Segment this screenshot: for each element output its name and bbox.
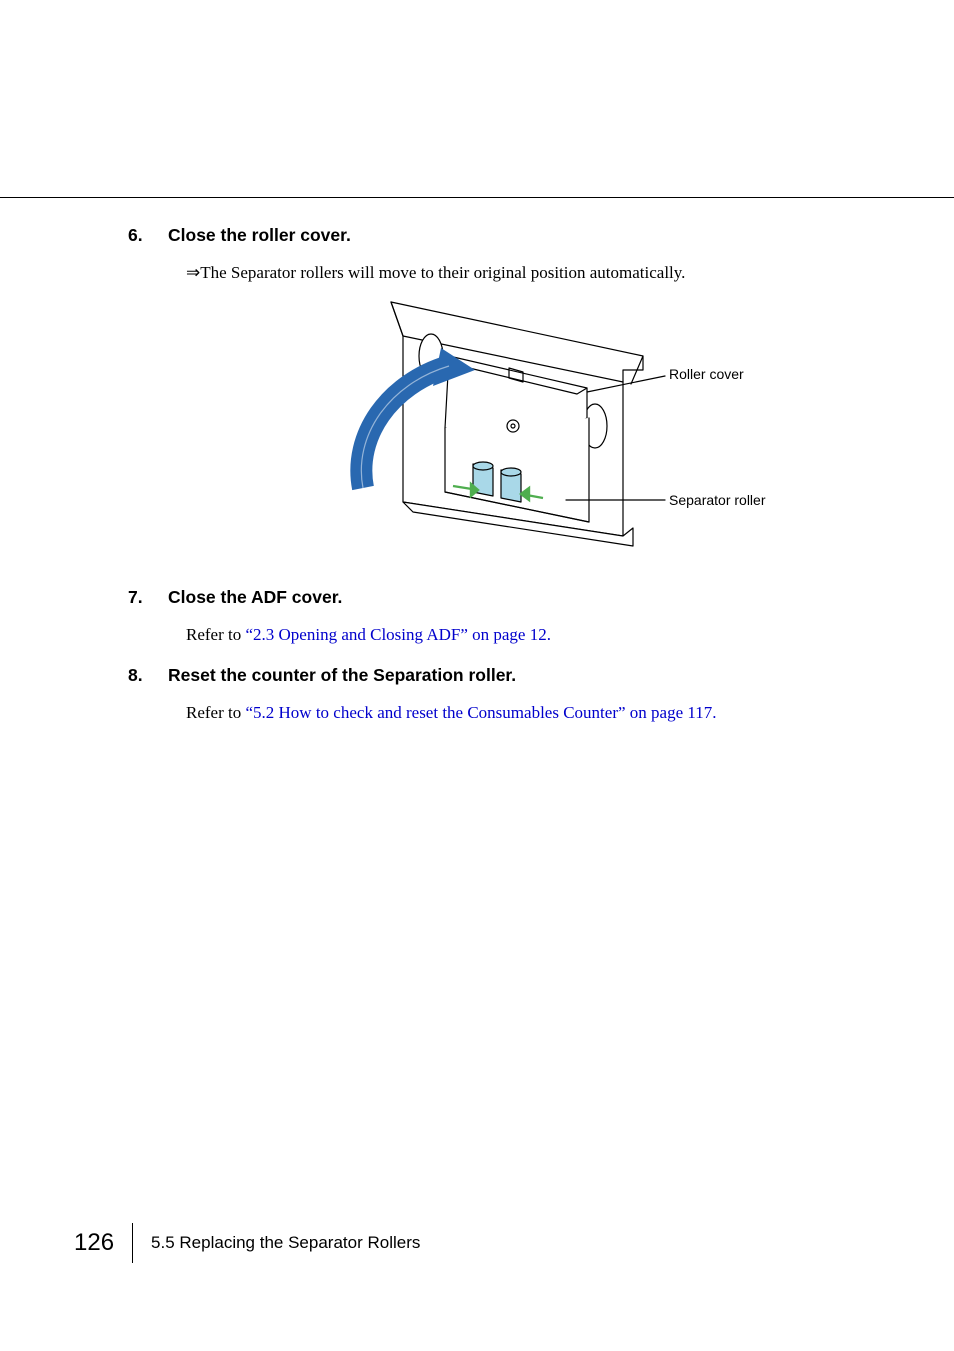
page-footer: 126 5.5 Replacing the Separator Rollers bbox=[74, 1223, 420, 1263]
content-area: 6. Close the roller cover. ⇒The Separato… bbox=[128, 225, 888, 744]
page-number: 126 bbox=[74, 1229, 132, 1257]
diagram-container: Roller cover Separator roller bbox=[128, 296, 888, 561]
step-6-body-text: The Separator rollers will move to their… bbox=[200, 263, 685, 282]
step-8-header: 8. Reset the counter of the Separation r… bbox=[128, 665, 888, 686]
header-rule bbox=[0, 197, 954, 198]
step-7-header: 7. Close the ADF cover. bbox=[128, 587, 888, 608]
step-8: 8. Reset the counter of the Separation r… bbox=[128, 665, 888, 726]
step-6-header: 6. Close the roller cover. bbox=[128, 225, 888, 246]
step-6: 6. Close the roller cover. ⇒The Separato… bbox=[128, 225, 888, 561]
step-7-title: Close the ADF cover. bbox=[168, 587, 888, 608]
footer-section-title: 5.5 Replacing the Separator Rollers bbox=[151, 1233, 420, 1253]
diagram-svg bbox=[293, 296, 723, 556]
roller-cover-diagram: Roller cover Separator roller bbox=[293, 296, 723, 556]
page: 6. Close the roller cover. ⇒The Separato… bbox=[0, 0, 954, 1351]
step-8-link[interactable]: “5.2 How to check and reset the Consumab… bbox=[245, 703, 716, 722]
footer-divider bbox=[132, 1223, 133, 1263]
step-8-body: Refer to “5.2 How to check and reset the… bbox=[128, 700, 888, 726]
step-8-number: 8. bbox=[128, 665, 168, 686]
step-6-number: 6. bbox=[128, 225, 168, 246]
step-7-body: Refer to “2.3 Opening and Closing ADF” o… bbox=[128, 622, 888, 648]
step-7-refer: Refer to bbox=[186, 625, 245, 644]
step-8-refer: Refer to bbox=[186, 703, 245, 722]
step-7-link[interactable]: “2.3 Opening and Closing ADF” on page 12… bbox=[245, 625, 551, 644]
step-7: 7. Close the ADF cover. Refer to “2.3 Op… bbox=[128, 587, 888, 648]
step-7-number: 7. bbox=[128, 587, 168, 608]
label-separator-roller: Separator roller bbox=[669, 492, 766, 508]
step-6-title: Close the roller cover. bbox=[168, 225, 888, 246]
result-arrow-icon: ⇒ bbox=[186, 263, 200, 282]
step-6-body: ⇒The Separator rollers will move to thei… bbox=[128, 260, 888, 286]
step-8-title: Reset the counter of the Separation roll… bbox=[168, 665, 888, 686]
label-roller-cover: Roller cover bbox=[669, 366, 744, 382]
